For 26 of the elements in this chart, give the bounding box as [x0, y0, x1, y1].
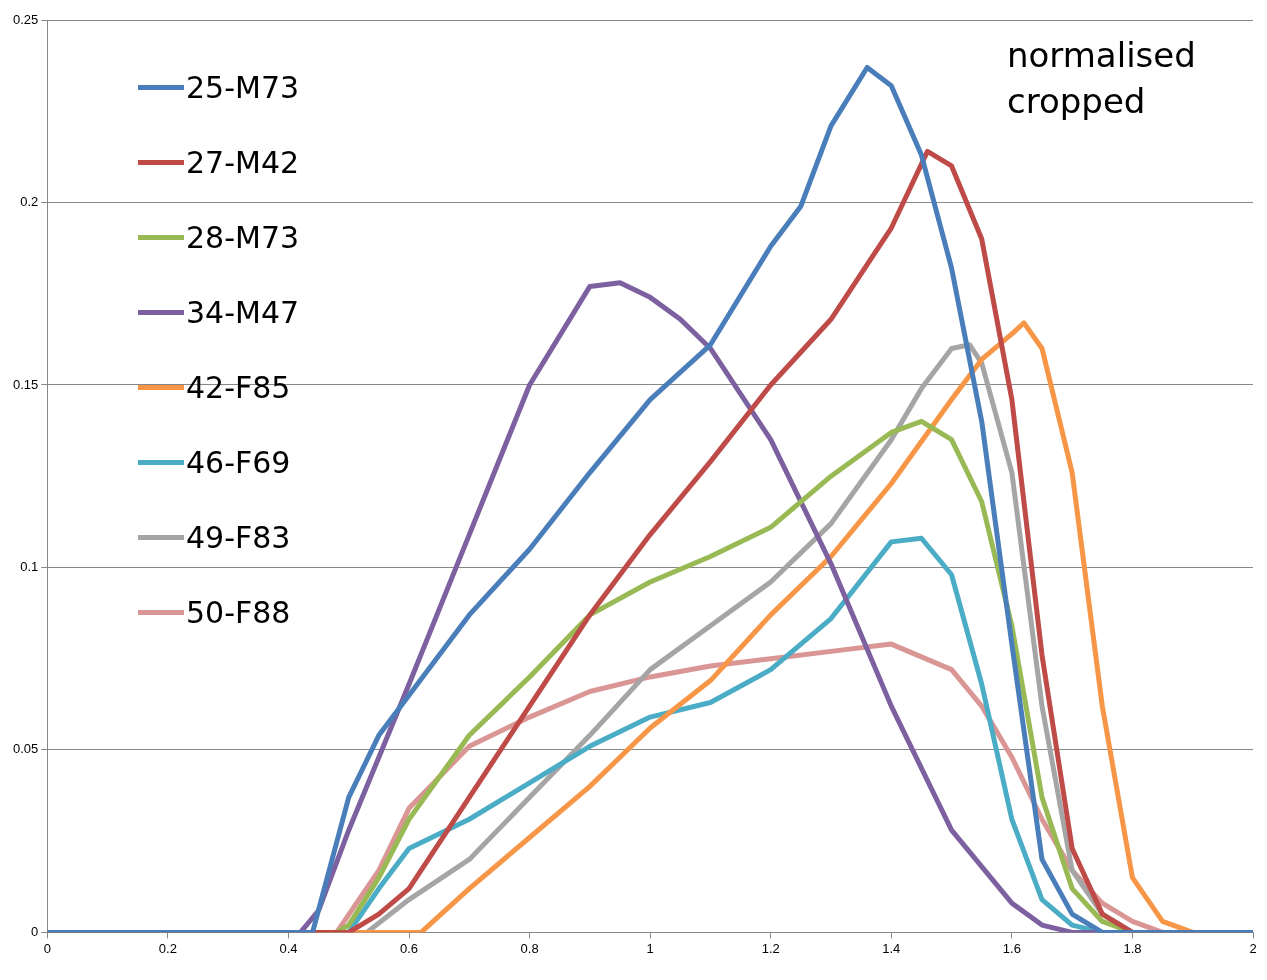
- annotation: normalised cropped: [1007, 34, 1197, 123]
- legend-label: 34-M47: [186, 295, 300, 330]
- x-tick-label: 2: [1249, 940, 1257, 956]
- y-tick-label: 0.25: [12, 11, 39, 27]
- legend-label: 42-F85: [186, 370, 291, 405]
- legend-label: 25-M73: [186, 70, 300, 105]
- x-tick-label: 1.8: [1123, 940, 1142, 956]
- x-tick-label: 1: [646, 940, 654, 956]
- y-tick-label: 0.2: [20, 194, 39, 210]
- legend-label: 28-M73: [186, 220, 300, 255]
- x-tick-label: 0: [43, 940, 51, 956]
- x-tick-label: 0.6: [399, 940, 419, 956]
- legend-label: 46-F69: [186, 445, 291, 480]
- y-tick-label: 0.05: [12, 741, 39, 757]
- y-tick-label: 0.1: [20, 559, 39, 575]
- legend-label: 49-F83: [186, 520, 291, 555]
- x-tick-label: 1.4: [882, 940, 901, 956]
- y-tick-label: 0: [31, 923, 39, 939]
- y-tick-label: 0.15: [12, 376, 39, 392]
- x-tick-label: 1.6: [1002, 940, 1021, 956]
- x-tick-label: 1.2: [761, 940, 780, 956]
- legend-label: 27-M42: [186, 145, 300, 180]
- x-tick-label: 0.8: [520, 940, 539, 956]
- legend-label: 50-F88: [186, 595, 291, 630]
- x-tick-label: 0.4: [279, 940, 298, 956]
- x-tick-label: 0.2: [158, 940, 177, 956]
